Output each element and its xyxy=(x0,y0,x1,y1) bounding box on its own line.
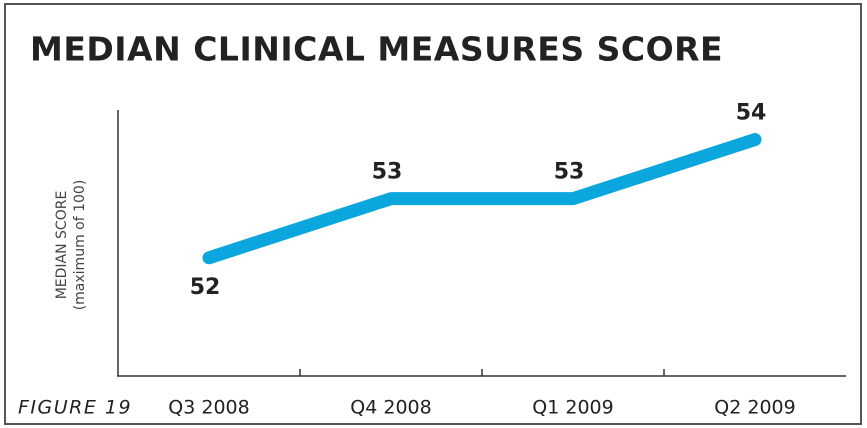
x-tick-label: Q3 2008 xyxy=(168,397,249,419)
figure-caption: FIGURE 19 xyxy=(18,397,132,419)
data-label: 52 xyxy=(190,275,221,300)
data-label: 53 xyxy=(372,160,403,185)
data-line xyxy=(202,133,762,265)
x-tick-label: Q4 2008 xyxy=(350,397,431,419)
data-label: 53 xyxy=(554,160,585,185)
y-axis-label: MEDIAN SCORE xyxy=(54,191,70,300)
data-label: 54 xyxy=(736,101,767,126)
x-tick-label: Q1 2009 xyxy=(532,397,613,419)
x-tick-label: Q2 2009 xyxy=(714,397,795,419)
frame xyxy=(4,3,862,425)
chart-title: MEDIAN CLINICAL MEASURES SCORE xyxy=(30,30,723,69)
y-axis-sublabel: (maximum of 100) xyxy=(72,180,88,311)
